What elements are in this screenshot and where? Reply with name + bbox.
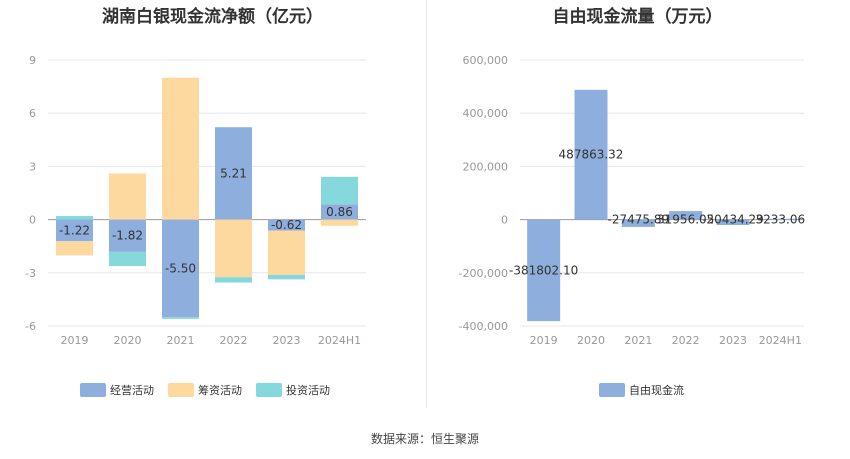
- data-label: -27475.89: [608, 213, 670, 227]
- bar-financing: [162, 77, 199, 220]
- x-tick-label: 2022: [220, 334, 248, 347]
- legend-label: 投资活动: [286, 383, 330, 397]
- x-tick-label: 2024H1: [318, 334, 361, 347]
- legend-swatch: [599, 383, 625, 397]
- y-tick-label: 400,000: [463, 107, 509, 120]
- bar-investing: [268, 274, 305, 280]
- bar-free-cash-flow: [763, 218, 797, 220]
- bar-financing: [215, 219, 252, 278]
- bar-financing: [268, 230, 305, 275]
- bar-operating: [268, 219, 305, 231]
- legend-swatch: [256, 383, 282, 397]
- x-tick-label: 2022: [672, 334, 700, 347]
- data-label: 3233.06: [756, 213, 806, 227]
- data-label: 0.86: [326, 205, 353, 219]
- bar-financing: [321, 219, 358, 226]
- data-label: 31956.05: [657, 213, 714, 227]
- bar-investing: [109, 251, 146, 267]
- bar-operating: [109, 219, 146, 252]
- data-label: 5.21: [220, 166, 247, 180]
- y-tick-label: -400,000: [459, 320, 508, 333]
- bar-operating: [215, 127, 252, 220]
- bar-operating: [56, 219, 93, 242]
- x-tick-label: 2024H1: [759, 334, 802, 347]
- y-tick-label: -200,000: [459, 267, 508, 280]
- x-tick-label: 2020: [577, 334, 605, 347]
- data-label: 487863.32: [559, 148, 624, 162]
- y-tick-label: 0: [501, 214, 508, 227]
- y-tick-label: 3: [29, 160, 36, 173]
- data-label: -381802.10: [509, 263, 578, 277]
- bar-free-cash-flow: [527, 219, 561, 322]
- x-tick-label: 2021: [167, 334, 195, 347]
- y-tick-label: 0: [29, 214, 36, 227]
- y-tick-label: 9: [29, 54, 36, 67]
- data-label: -0.62: [271, 218, 302, 232]
- left-chart-title: 湖南白银现金流净额（亿元）: [102, 7, 323, 27]
- x-tick-label: 2019: [530, 334, 558, 347]
- data-label: -1.22: [59, 223, 90, 237]
- bar-financing: [109, 173, 146, 220]
- bar-operating: [162, 219, 199, 318]
- chart-divider: [426, 0, 427, 408]
- data-source-note: 数据来源：恒生聚源: [370, 432, 479, 446]
- x-tick-label: 2019: [61, 334, 89, 347]
- y-tick-label: -6: [25, 320, 36, 333]
- y-tick-label: 600,000: [463, 54, 509, 67]
- legend-label: 经营活动: [110, 383, 154, 397]
- bar-free-cash-flow: [621, 219, 655, 227]
- x-tick-label: 2020: [114, 334, 142, 347]
- y-tick-label: 6: [29, 107, 36, 120]
- data-label: -5.50: [165, 261, 196, 275]
- x-tick-label: 2023: [719, 334, 747, 347]
- y-tick-label: 200,000: [463, 160, 509, 173]
- legend-swatch: [168, 383, 194, 397]
- bar-investing: [321, 176, 358, 205]
- bar-investing: [215, 277, 252, 283]
- bar-free-cash-flow: [716, 219, 750, 226]
- x-tick-label: 2023: [273, 334, 301, 347]
- bar-free-cash-flow: [669, 211, 703, 220]
- bar-free-cash-flow: [574, 89, 608, 220]
- bar-investing: [56, 216, 93, 220]
- bar-investing: [162, 317, 199, 319]
- legend-swatch: [80, 383, 106, 397]
- legend-label: 自由现金流: [629, 383, 684, 397]
- data-label: -20434.29: [702, 213, 764, 227]
- right-chart-title: 自由现金流量（万元）: [552, 7, 723, 27]
- legend-label: 筹资活动: [198, 383, 242, 397]
- y-tick-label: -3: [25, 267, 36, 280]
- data-label: -1.82: [112, 229, 143, 243]
- bar-operating: [321, 204, 358, 220]
- x-tick-label: 2021: [624, 334, 652, 347]
- bar-financing: [56, 241, 93, 256]
